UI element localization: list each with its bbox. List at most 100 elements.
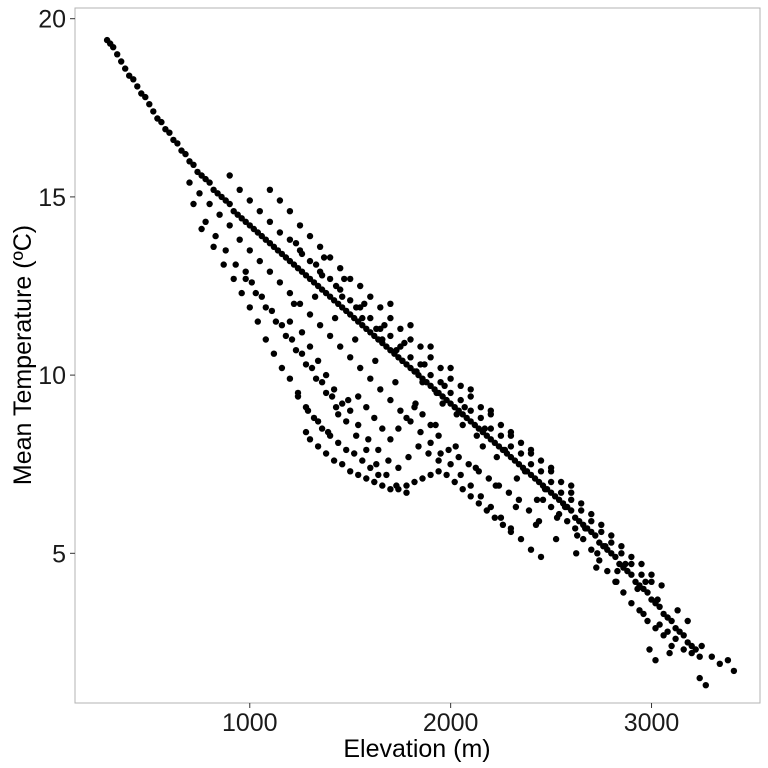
data-point <box>517 450 525 457</box>
data-point <box>652 657 659 664</box>
data-point <box>507 443 515 450</box>
data-point <box>521 468 529 475</box>
data-point <box>395 425 402 432</box>
data-point <box>339 293 346 300</box>
data-point <box>347 354 354 361</box>
data-point <box>296 300 304 307</box>
data-point <box>407 354 414 361</box>
data-point <box>278 364 286 372</box>
data-point <box>447 364 454 372</box>
data-point <box>435 457 442 464</box>
data-point <box>314 443 322 450</box>
data-point <box>592 532 599 539</box>
data-point <box>437 450 444 457</box>
data-point <box>387 332 394 340</box>
data-point <box>347 468 354 475</box>
data-point <box>403 414 410 422</box>
data-point <box>497 421 505 429</box>
data-point <box>373 325 380 332</box>
data-point <box>330 386 338 393</box>
data-point <box>126 72 133 79</box>
data-point <box>302 428 310 436</box>
data-point <box>339 461 346 468</box>
data-point <box>322 371 330 379</box>
data-point <box>118 58 125 65</box>
data-point <box>381 322 388 329</box>
x-tick-label: 1000 <box>222 709 278 737</box>
data-point <box>254 318 261 325</box>
data-point <box>371 414 378 422</box>
data-point <box>568 489 575 496</box>
data-point <box>427 421 434 429</box>
data-point <box>405 453 412 461</box>
data-point <box>527 546 535 553</box>
data-point <box>452 443 459 450</box>
data-point <box>537 457 545 464</box>
data-point <box>547 478 555 486</box>
data-point <box>322 450 330 457</box>
data-point <box>628 560 635 568</box>
data-point <box>628 553 635 561</box>
data-point <box>343 418 350 425</box>
data-point <box>328 393 336 400</box>
data-point <box>415 443 422 450</box>
data-point <box>507 528 515 536</box>
data-point <box>294 393 302 400</box>
data-point <box>512 503 520 511</box>
data-point <box>461 404 468 411</box>
data-point <box>306 311 314 318</box>
data-point <box>320 254 328 261</box>
data-point <box>435 468 442 475</box>
data-point <box>266 268 274 275</box>
data-point <box>296 222 304 229</box>
data-point <box>578 500 585 507</box>
y-axis-title: Mean Temperature (ºC) <box>9 225 37 485</box>
data-point <box>572 525 579 532</box>
data-point <box>343 446 350 454</box>
data-point <box>196 190 203 197</box>
data-point <box>412 400 419 407</box>
data-point <box>628 571 635 578</box>
data-point <box>246 304 253 311</box>
data-point <box>312 375 320 382</box>
data-point <box>588 518 595 525</box>
data-point <box>311 293 319 300</box>
data-point <box>206 200 213 208</box>
data-point <box>238 289 245 297</box>
y-tick-label: 5 <box>52 540 66 568</box>
data-point <box>312 261 320 268</box>
data-point <box>698 642 705 650</box>
data-point <box>557 478 565 486</box>
data-point <box>304 407 312 414</box>
data-point <box>210 243 217 250</box>
data-point <box>383 471 390 479</box>
data-point <box>367 293 374 300</box>
data-point <box>122 65 129 72</box>
data-point <box>387 314 394 322</box>
data-point <box>487 425 494 432</box>
data-point <box>417 428 424 436</box>
data-point <box>337 286 344 293</box>
data-point <box>242 268 249 275</box>
data-point <box>355 393 362 400</box>
data-point <box>507 428 515 436</box>
data-point <box>367 314 374 322</box>
data-point <box>375 446 382 454</box>
data-point <box>411 478 418 486</box>
data-point <box>306 232 314 240</box>
data-point <box>574 532 581 539</box>
data-point <box>198 225 205 233</box>
data-point <box>246 247 253 254</box>
data-point <box>316 243 324 250</box>
data-point <box>272 318 280 325</box>
data-point <box>392 379 399 386</box>
data-point <box>372 357 379 364</box>
data-point <box>672 635 679 642</box>
data-point <box>288 336 296 343</box>
data-point <box>608 532 615 539</box>
data-point <box>483 507 490 514</box>
data-point <box>598 521 605 528</box>
data-point <box>730 667 738 675</box>
data-point <box>282 332 290 340</box>
data-point <box>110 44 117 51</box>
